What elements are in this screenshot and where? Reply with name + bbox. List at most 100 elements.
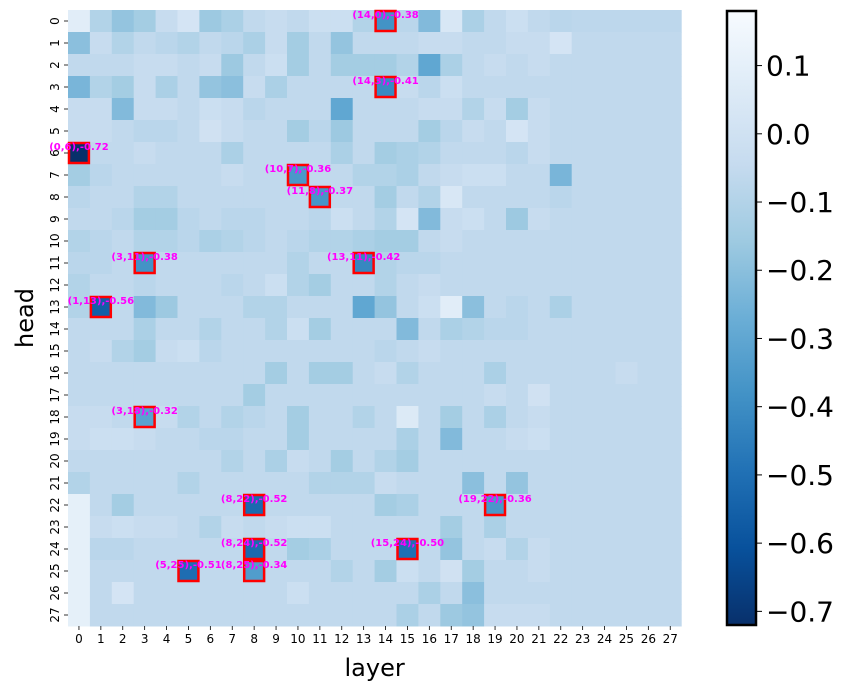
- heatmap-cell: [308, 164, 332, 187]
- heatmap-cell: [637, 472, 660, 495]
- heatmap-cell: [133, 406, 157, 429]
- heatmap-cell: [418, 230, 441, 253]
- heatmap-cell: [177, 384, 200, 407]
- heatmap-cell: [221, 32, 244, 55]
- heatmap-cell: [615, 516, 638, 539]
- annotation-box: [242, 493, 266, 517]
- heatmap-cell: [527, 384, 551, 407]
- heatmap-cell: [177, 450, 200, 473]
- heatmap-cell: [418, 98, 441, 121]
- annotation-box: [177, 559, 200, 583]
- heatmap-cell: [418, 494, 441, 517]
- y-axis-ticks: 0123456789101112131415161718192021222324…: [48, 17, 68, 623]
- heatmap-cell: [177, 494, 200, 517]
- heatmap-cell: [637, 406, 660, 429]
- heatmap-cell: [440, 604, 463, 627]
- x-tick-label: 25: [619, 632, 634, 646]
- heatmap-cell: [615, 384, 638, 407]
- heatmap-cell: [265, 472, 288, 495]
- heatmap-cell: [659, 164, 682, 187]
- heatmap-cell: [418, 406, 441, 429]
- y-tick-label: 16: [48, 365, 62, 380]
- heatmap-cell: [243, 604, 266, 627]
- heatmap-cell: [549, 230, 573, 253]
- heatmap-cell: [287, 494, 310, 517]
- heatmap-cell: [352, 428, 376, 451]
- heatmap-cell: [111, 76, 135, 99]
- heatmap-cell: [396, 274, 419, 297]
- heatmap-cell: [199, 76, 222, 99]
- heatmap-cell: [330, 186, 354, 209]
- heatmap-cell: [199, 406, 222, 429]
- heatmap-cell: [199, 362, 222, 385]
- heatmap-cell: [133, 230, 157, 253]
- heatmap-cell: [265, 142, 288, 165]
- heatmap-cell: [637, 208, 660, 231]
- heatmap-cell: [659, 516, 682, 539]
- heatmap-cell: [484, 604, 507, 627]
- heatmap-cell: [527, 252, 551, 275]
- heatmap-cell: [571, 54, 595, 77]
- heatmap-cell: [418, 10, 441, 33]
- heatmap-cell: [659, 318, 682, 341]
- x-tick-label: 6: [207, 632, 215, 646]
- heatmap-cell: [462, 604, 485, 627]
- heatmap-cell: [659, 538, 682, 561]
- heatmap-cell: [308, 362, 332, 385]
- heatmap-cell: [243, 428, 266, 451]
- heatmap-cell: [265, 406, 288, 429]
- heatmap-cell: [440, 120, 463, 143]
- heatmap-cell: [133, 32, 157, 55]
- heatmap-cell: [484, 362, 507, 385]
- heatmap-cell: [352, 340, 376, 363]
- heatmap-cell: [221, 230, 244, 253]
- heatmap-cell: [637, 142, 660, 165]
- heatmap-cell: [89, 230, 113, 253]
- heatmap-cell: [418, 582, 441, 605]
- heatmap-cell: [243, 142, 266, 165]
- heatmap-cell: [571, 230, 595, 253]
- heatmap-cell: [68, 450, 91, 473]
- heatmap-cell: [593, 32, 616, 55]
- heatmap-cell: [352, 406, 376, 429]
- heatmap-cell: [615, 296, 638, 319]
- heatmap-cell: [177, 274, 200, 297]
- heatmap-cell: [615, 120, 638, 143]
- heatmap-cell: [593, 406, 616, 429]
- heatmap-cell: [68, 54, 91, 77]
- heatmap-cell: [615, 582, 638, 605]
- heatmap-cell: [243, 10, 266, 33]
- heatmap-cell: [440, 54, 463, 77]
- heatmap-cell: [287, 538, 310, 561]
- heatmap-cell: [637, 516, 660, 539]
- heatmap-cell: [133, 428, 157, 451]
- heatmap-cell: [637, 98, 660, 121]
- heatmap-cell: [111, 560, 135, 583]
- heatmap-cell: [265, 340, 288, 363]
- heatmap-cell: [308, 230, 332, 253]
- heatmap-cell: [221, 582, 244, 605]
- heatmap-cell: [593, 472, 616, 495]
- heatmap-cell: [330, 450, 354, 473]
- heatmap-cell: [133, 472, 157, 495]
- heatmap-cell: [111, 582, 135, 605]
- heatmap-cell: [308, 472, 332, 495]
- heatmap-cell: [484, 76, 507, 99]
- heatmap-cell: [615, 76, 638, 99]
- heatmap-cell: [396, 494, 419, 517]
- heatmap-cell: [89, 604, 113, 627]
- heatmap-cell: [265, 384, 288, 407]
- heatmap-cell: [265, 450, 288, 473]
- heatmap-cell: [637, 120, 660, 143]
- heatmap-cell: [199, 538, 222, 561]
- heatmap-cell: [111, 318, 135, 341]
- heatmap-cell: [527, 340, 551, 363]
- heatmap-cell: [549, 164, 573, 187]
- heatmap-cell: [637, 252, 660, 275]
- heatmap-cell: [374, 274, 397, 297]
- heatmap-cell: [133, 274, 157, 297]
- heatmap-cell: [659, 362, 682, 385]
- annotation-label: (13,11),-0.42: [327, 252, 400, 263]
- heatmap-cell: [571, 32, 595, 55]
- heatmap-cell: [396, 252, 419, 275]
